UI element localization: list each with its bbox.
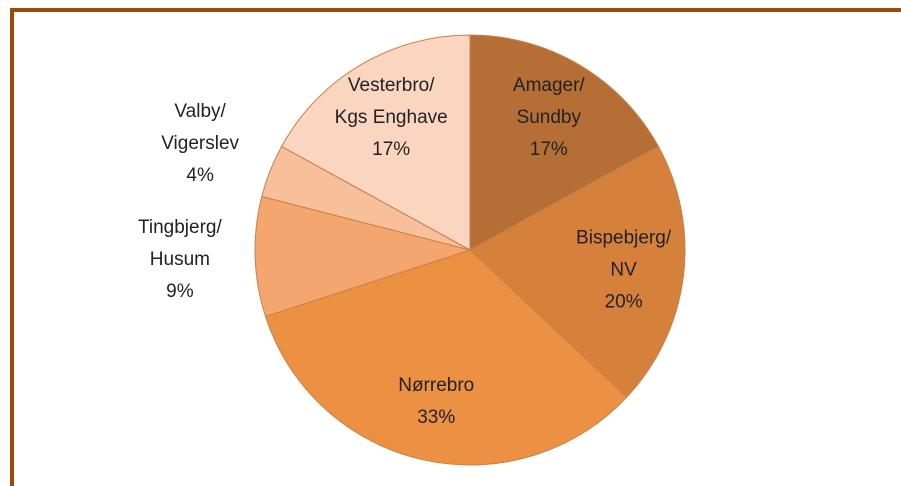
pie-slice [469,34,660,251]
slice-label: Vesterbro/Kgs Enghave [335,75,448,128]
value-label: 4% [186,165,214,186]
pie-slice [264,249,628,466]
pie-slice [280,34,471,251]
slice-label: Valby/Vigerslev [161,101,239,154]
value-label: 20% [605,291,643,312]
slice-label: Nørrebro [398,375,474,396]
pie-slice [254,195,472,318]
value-label: 9% [166,281,194,302]
pie: Amager/Sundby 17% Bispebjerg/NV 20% Nørrebro… [138,34,686,466]
value-label: 17% [530,139,568,160]
value-label: 33% [417,407,455,428]
slice-label: Amager/Sundby [513,75,586,128]
slice-label: Tingbjerg/Husum [138,217,223,270]
pie-slice [469,145,686,398]
value-label: 17% [372,139,410,160]
slice-label: Bispebjerg/NV [576,227,672,280]
